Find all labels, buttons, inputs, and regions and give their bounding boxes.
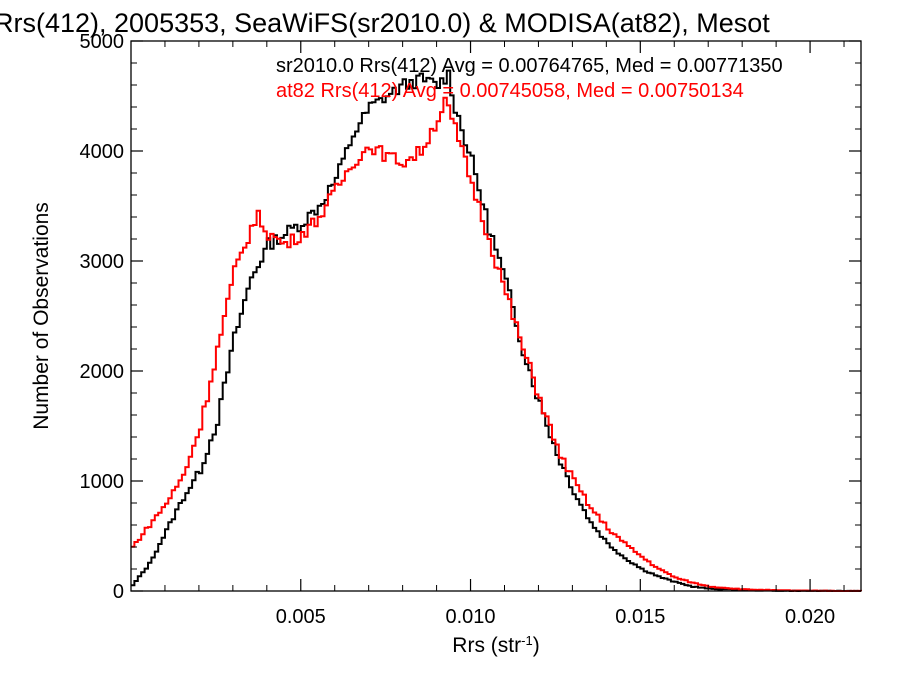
x-axis: 0.005 0.010 0.015 0.020: [164, 41, 845, 628]
legend-entry: sr2010.0 Rrs(412) Avg = 0.00764765, Med …: [276, 55, 783, 77]
histogram-series-0: [131, 69, 861, 592]
x-tick-label: 0.020: [785, 606, 835, 628]
y-axis: 0 1000 2000 3000 4000 5000: [80, 31, 861, 603]
x-axis-label: Rrs (str-1): [452, 633, 539, 658]
y-axis-label: Number of Observations: [30, 202, 53, 430]
x-tick-label: 0.010: [446, 606, 496, 628]
y-tick-label: 5000: [80, 31, 125, 53]
plot-frame: [130, 40, 862, 592]
legend: sr2010.0 Rrs(412) Avg = 0.00764765, Med …: [276, 55, 783, 102]
y-tick-label: 1000: [80, 471, 125, 493]
legend-entry: at82 Rrs(412) Avg = 0.00745058, Med = 0.…: [276, 80, 744, 102]
chart-title: Rrs(412), 2005353, SeaWiFS(sr2010.0) & M…: [0, 8, 770, 38]
x-tick-label: 0.005: [276, 606, 326, 628]
y-tick-label: 4000: [80, 141, 125, 163]
x-tick-label: 0.015: [615, 606, 665, 628]
y-tick-label: 3000: [80, 251, 125, 273]
y-tick-label: 0: [113, 581, 124, 603]
series-layer: [131, 69, 862, 592]
y-tick-label: 2000: [80, 361, 125, 383]
histogram-series-1: [131, 96, 862, 592]
